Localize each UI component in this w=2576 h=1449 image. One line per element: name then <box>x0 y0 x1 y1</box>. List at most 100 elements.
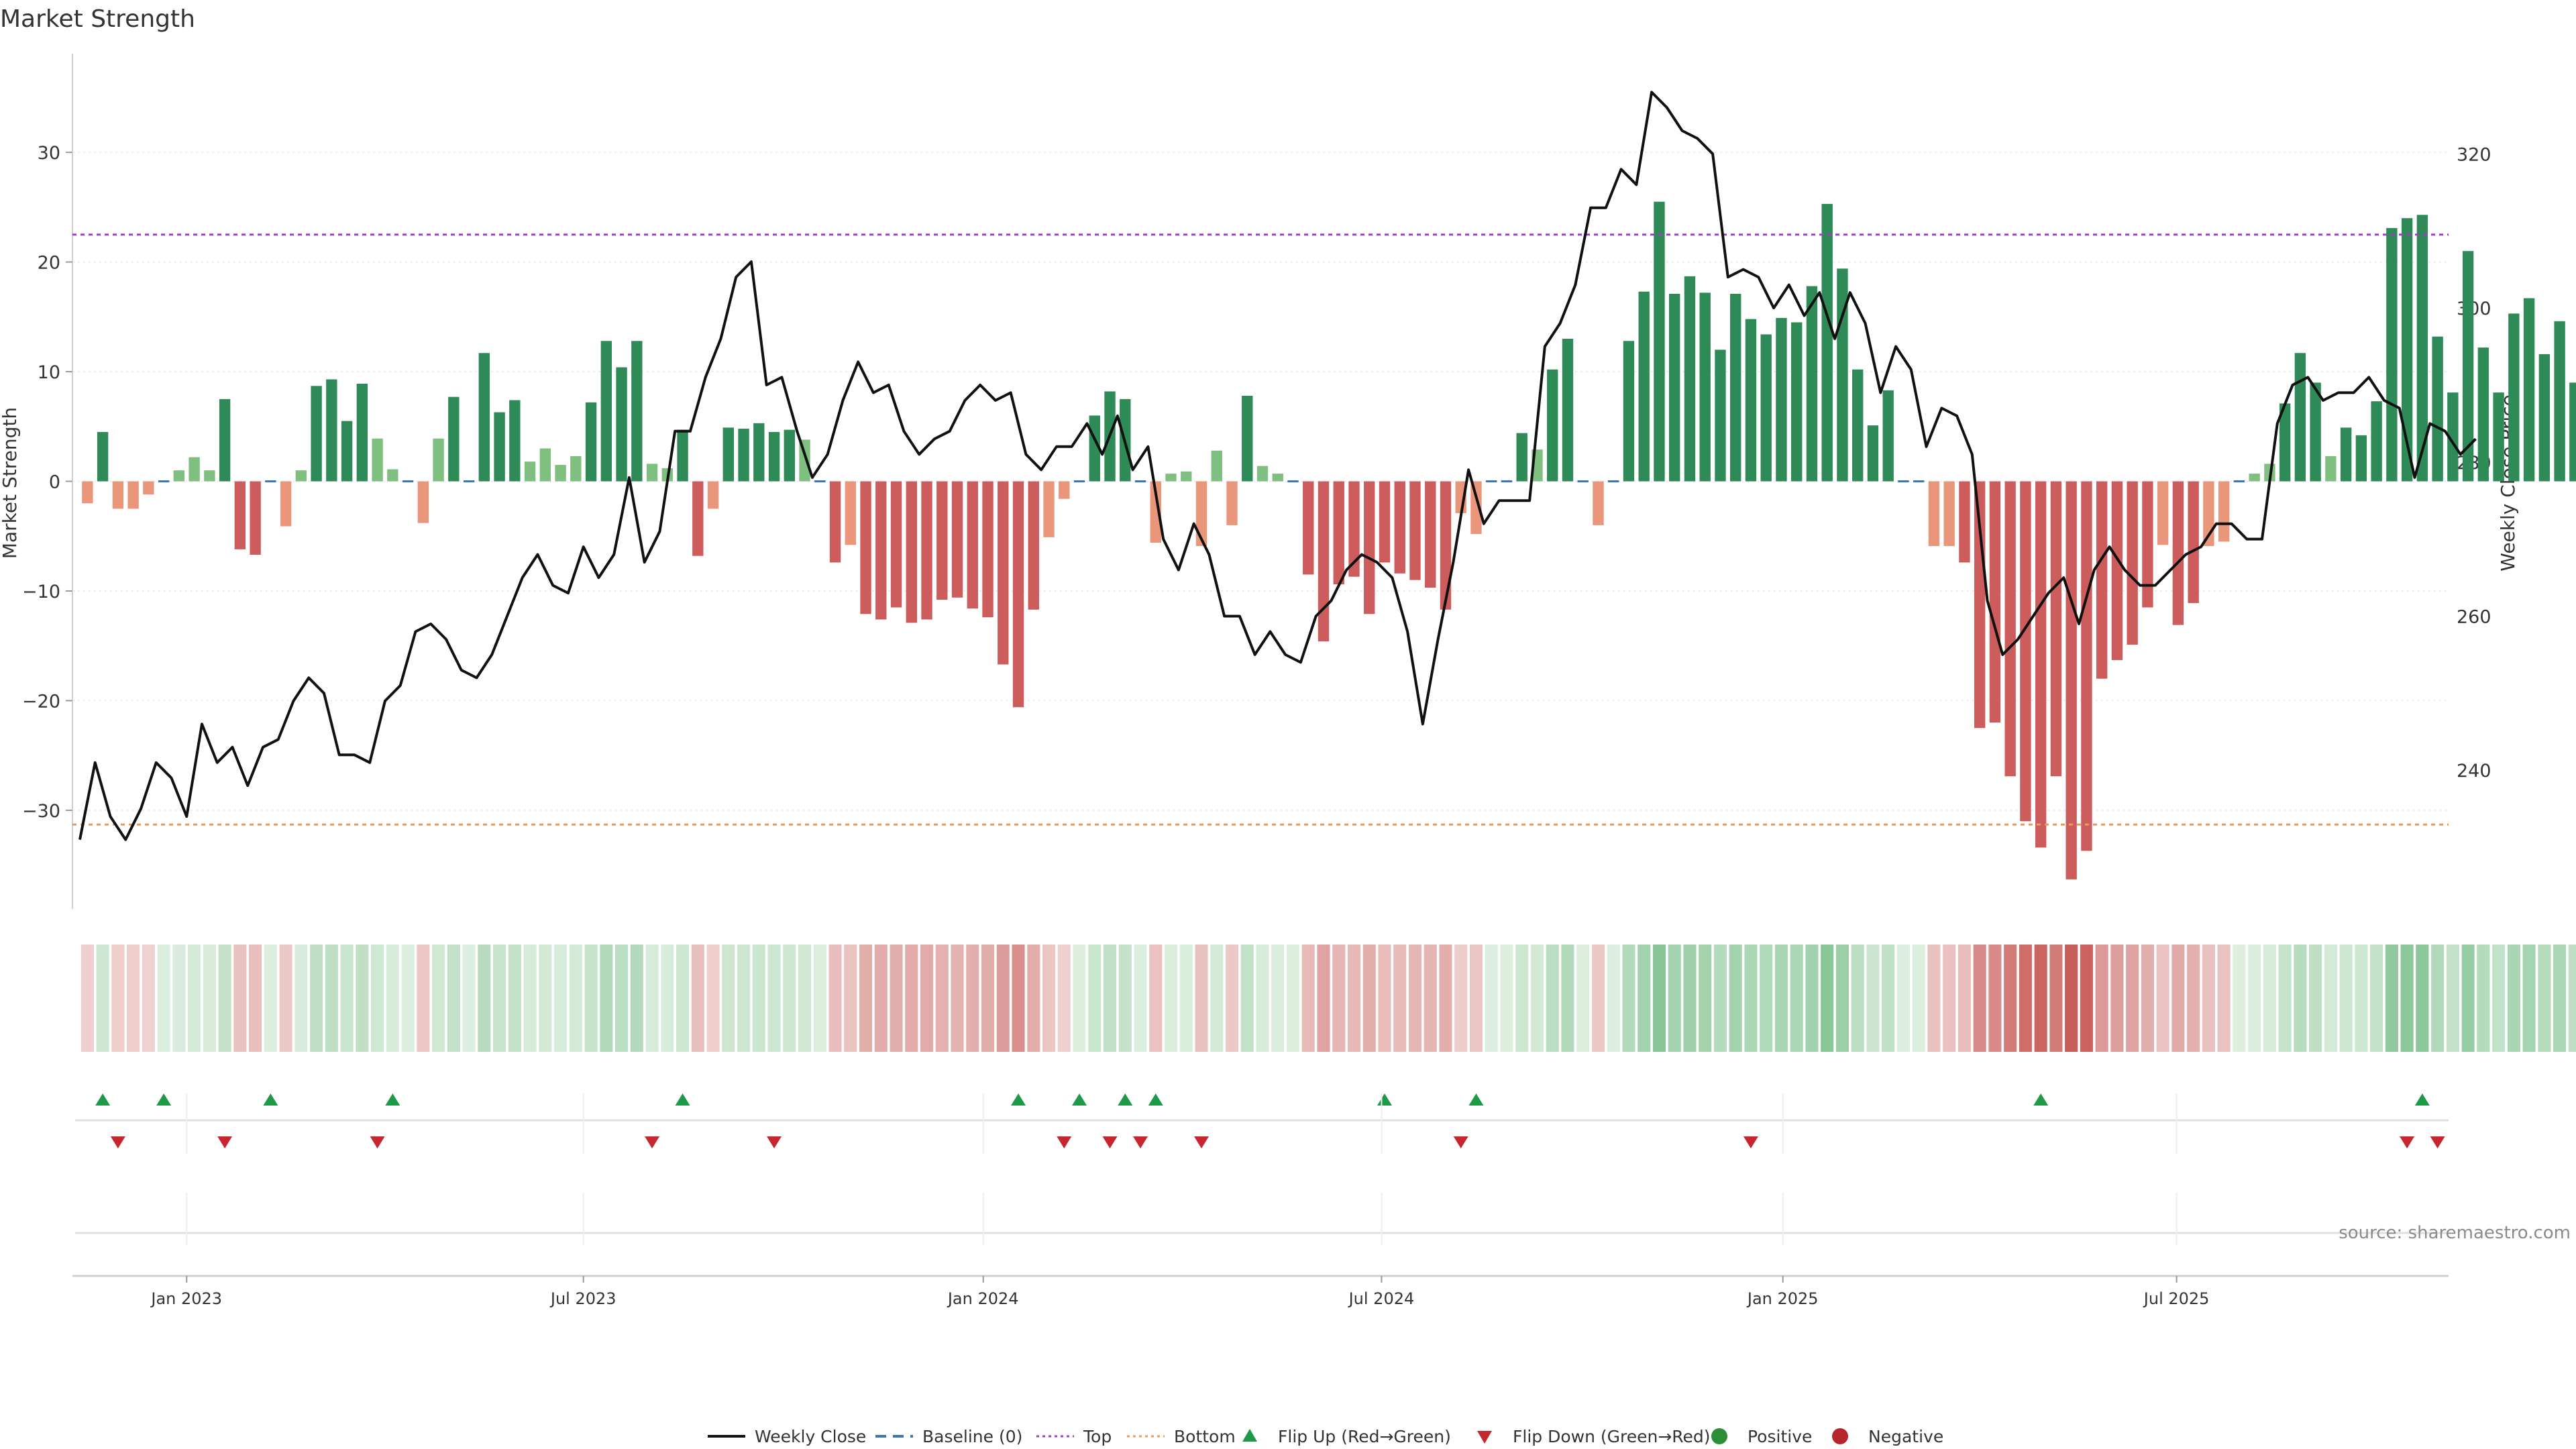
flip-up-marker <box>1148 1093 1163 1106</box>
flip-up-marker <box>385 1093 400 1106</box>
heat-cell <box>828 945 842 1052</box>
heat-cell <box>1347 945 1361 1052</box>
strength-bar <box>1715 350 1726 482</box>
strength-bar <box>875 481 887 620</box>
heat-cell <box>920 945 934 1052</box>
right-tick-label: 300 <box>2457 299 2491 319</box>
heat-cell <box>890 945 903 1052</box>
strength-bar <box>2127 481 2138 645</box>
heat-cell <box>2294 945 2307 1052</box>
left-tick-label: −20 <box>22 691 60 712</box>
flip-down-marker <box>217 1136 233 1148</box>
heat-cell <box>1576 945 1590 1052</box>
heat-cell <box>432 945 445 1052</box>
flip-up-marker <box>1072 1093 1087 1106</box>
heat-cell <box>2202 945 2215 1052</box>
heat-cell <box>1439 945 1452 1052</box>
flip-up-marker <box>1011 1093 1026 1106</box>
strength-bar <box>341 421 353 482</box>
flip-markers <box>75 1093 2449 1234</box>
heat-cell <box>2507 945 2520 1052</box>
legend-item: Positive <box>1711 1427 1812 1446</box>
heat-cell <box>2126 945 2139 1052</box>
heat-cell <box>2553 945 2567 1052</box>
heat-cell <box>767 945 781 1052</box>
heat-cell <box>478 945 491 1052</box>
flip-down-marker <box>2400 1136 2415 1148</box>
left-tick-label: 10 <box>38 362 60 383</box>
heat-cell <box>1912 945 1925 1052</box>
strength-bar <box>814 480 826 482</box>
heat-cell <box>1134 945 1147 1052</box>
heat-cell <box>1546 945 1559 1052</box>
strength-bar <box>2538 354 2551 482</box>
heat-cell <box>844 945 857 1052</box>
strength-bar <box>539 448 551 482</box>
heat-cell <box>1485 945 1498 1052</box>
heat-cell <box>1515 945 1529 1052</box>
heat-cell <box>722 945 735 1052</box>
weekly-close-line <box>78 91 2477 841</box>
strength-bar <box>1989 481 2001 723</box>
flip-down-marker <box>1743 1136 1758 1148</box>
heat-cell <box>2004 945 2017 1052</box>
heat-cell <box>1088 945 1102 1052</box>
legend-item: Flip Down (Green→Red) <box>1477 1427 1711 1446</box>
strength-bar <box>1333 481 1344 585</box>
strength-bar <box>1928 481 1940 546</box>
flip-up-marker <box>95 1093 111 1106</box>
strength-bar <box>1913 480 1925 482</box>
strength-bar <box>1318 481 1330 642</box>
source-note: source: sharemaestro.com <box>2339 1223 2571 1243</box>
strength-bar <box>1943 481 1955 546</box>
strength-bar <box>2569 382 2576 482</box>
heat-cell <box>233 945 247 1052</box>
flip-down-marker <box>1133 1136 1148 1148</box>
x-tick-label: Jan 2024 <box>947 1289 1019 1308</box>
heat-cell <box>1469 945 1483 1052</box>
heat-cell <box>2049 945 2063 1052</box>
strength-bar <box>326 379 337 482</box>
heat-cell <box>2034 945 2047 1052</box>
strength-bar <box>982 481 994 618</box>
strength-bar <box>1425 481 1436 588</box>
strength-bar <box>1654 201 1665 482</box>
legend: Weekly Close Baseline (0) Top Bottom Flip Up… <box>708 1427 1943 1446</box>
flip-down-marker <box>645 1136 660 1148</box>
heat-cell <box>1652 945 1666 1052</box>
heat-cell <box>493 945 506 1052</box>
legend-swatch <box>1711 1428 1727 1444</box>
legend-label: Bottom <box>1174 1427 1236 1446</box>
strength-bar <box>1242 396 1253 482</box>
heat-cell <box>462 945 476 1052</box>
flip-down-marker <box>1194 1136 1210 1148</box>
strength-bar <box>1959 481 1970 563</box>
heat-cell <box>2141 945 2154 1052</box>
heat-cell <box>1699 945 1712 1052</box>
strength-bar <box>1043 481 1055 537</box>
strength-bar <box>189 457 200 482</box>
strength-bar <box>127 481 139 509</box>
strength-bar <box>112 481 124 509</box>
strength-bar <box>1776 317 1787 482</box>
heat-cell <box>1225 945 1239 1052</box>
strength-bar <box>448 396 460 482</box>
strength-bar <box>2477 347 2489 482</box>
x-tick-label: Jul 2025 <box>2143 1289 2210 1308</box>
strength-bar <box>2355 435 2367 482</box>
strength-bar <box>1073 480 1085 482</box>
flip-up-marker <box>156 1093 172 1106</box>
strength-bar <box>2386 227 2398 482</box>
strength-bar <box>2508 313 2520 482</box>
strength-bar <box>524 462 536 482</box>
legend-item: Negative <box>1832 1427 1943 1446</box>
strength-bar <box>1012 481 1024 708</box>
strength-bar <box>1134 480 1146 482</box>
strength-bar <box>1730 293 1741 482</box>
heat-cell <box>1988 945 2002 1052</box>
strength-bar <box>600 341 612 482</box>
strength-bar <box>1195 481 1208 546</box>
legend-item: Flip Up (Red→Green) <box>1242 1427 1451 1446</box>
strength-bar <box>845 481 856 545</box>
strength-bar <box>738 429 749 482</box>
